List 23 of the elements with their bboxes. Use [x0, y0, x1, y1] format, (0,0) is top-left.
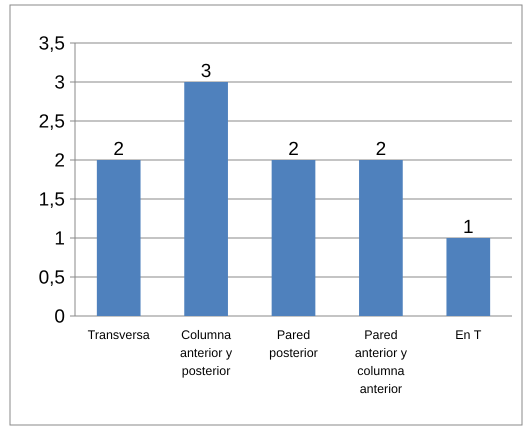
x-tick-label: En T — [455, 328, 482, 342]
x-tick-label: Transversa — [88, 328, 150, 342]
x-tick-label: Pared posterior — [269, 328, 318, 360]
y-tick-label: 0 — [54, 306, 65, 328]
y-tick-label: 2,5 — [38, 112, 65, 133]
y-tick-label: 0,5 — [38, 268, 65, 289]
data-label: 1 — [463, 217, 474, 238]
y-tick-label: 1 — [54, 228, 65, 250]
bar — [446, 238, 490, 316]
y-tick-label: 2 — [54, 150, 65, 172]
y-tick-label: 1,5 — [38, 190, 65, 211]
data-label: 3 — [200, 61, 212, 82]
bar — [272, 160, 316, 316]
bar — [96, 160, 141, 316]
data-label: 2 — [376, 139, 386, 160]
bar — [359, 160, 403, 316]
x-tick-label: Pared anterior y columna anterior — [354, 328, 408, 396]
x-tick-label: Columna anterior y posterior — [180, 328, 233, 378]
bar — [184, 82, 228, 316]
y-tick-label: 3 — [54, 72, 65, 94]
data-label: 2 — [113, 139, 124, 160]
y-tick-label: 3,5 — [38, 34, 65, 55]
data-label: 2 — [288, 139, 299, 160]
